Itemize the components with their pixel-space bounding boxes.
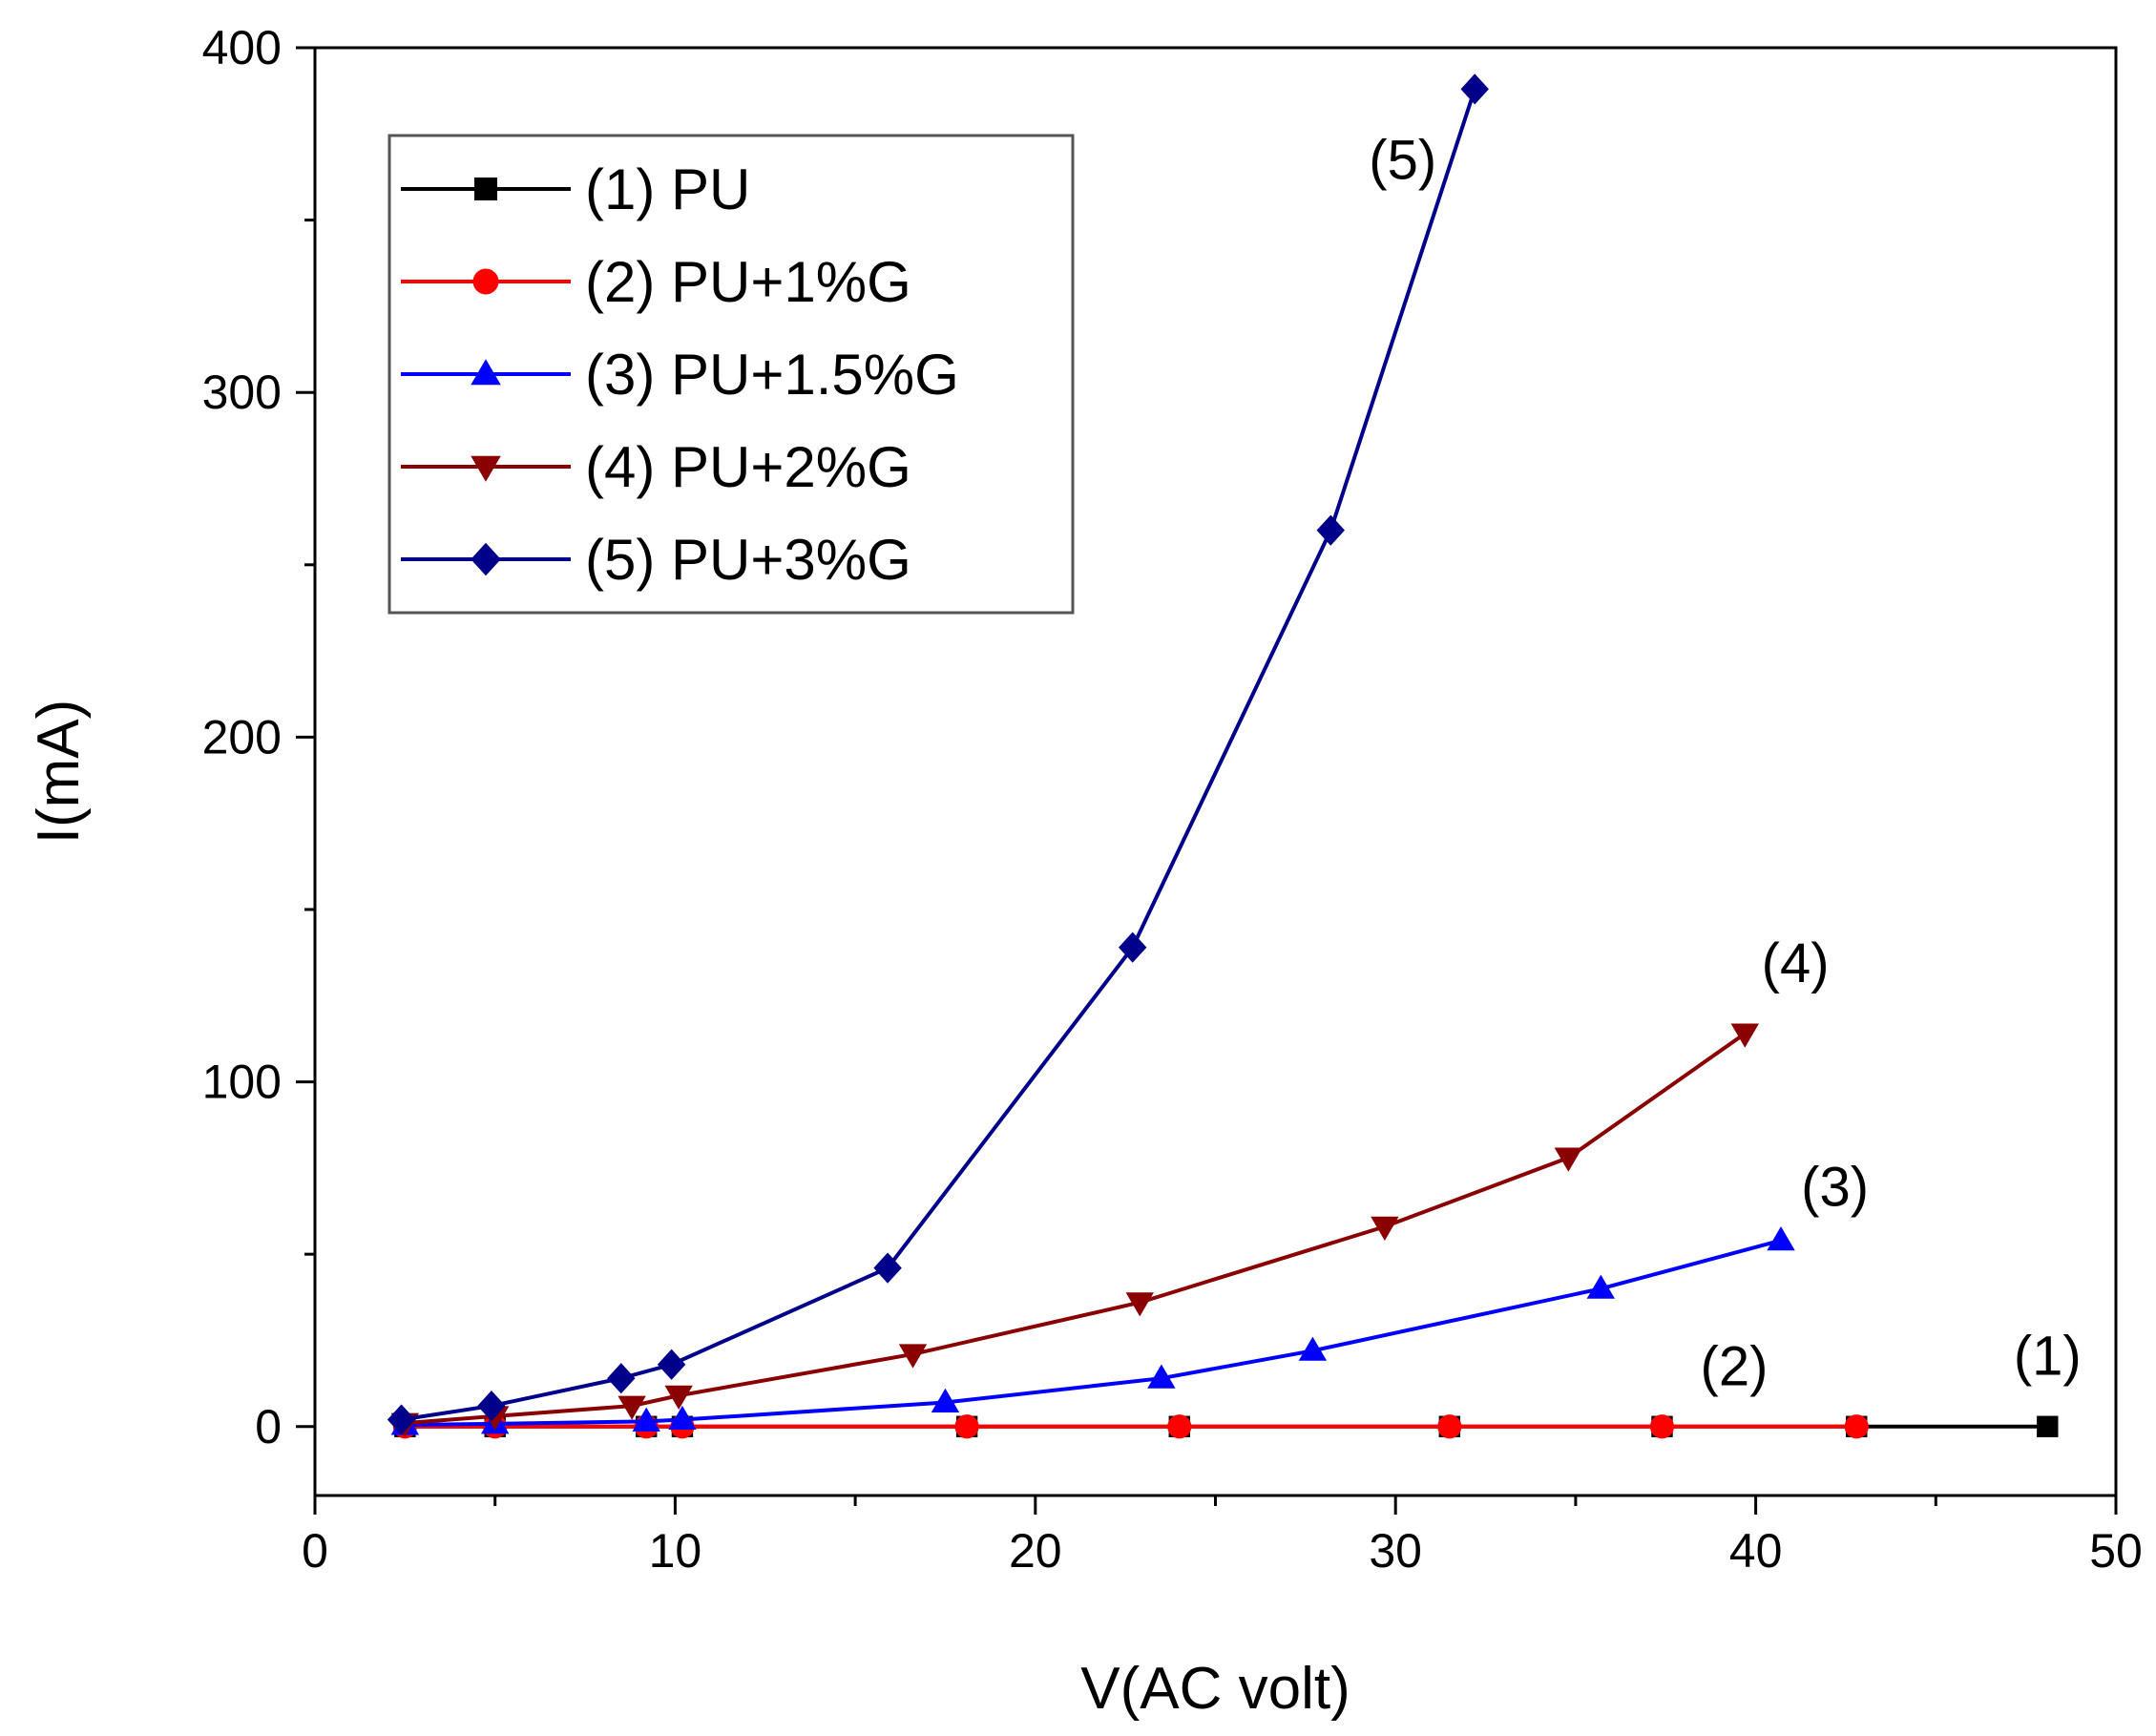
y-tick-label: 300 — [202, 366, 282, 419]
curve-label: (5) — [1369, 129, 1436, 191]
legend-label: (5) PU+3%G — [585, 528, 911, 592]
series-4 — [390, 1023, 1759, 1437]
data-point — [1371, 1216, 1399, 1241]
data-point — [1147, 1364, 1176, 1389]
series-5 — [387, 73, 1489, 1435]
curve-label: (1) — [2014, 1326, 2082, 1388]
legend-item: (3) PU+1.5%G — [401, 343, 959, 407]
series-2 — [392, 1414, 1869, 1439]
legend-marker — [471, 455, 501, 482]
series-line — [405, 1032, 1747, 1426]
legend-label: (1) PU — [585, 157, 750, 221]
y-tick-label: 200 — [202, 710, 282, 763]
legend-marker — [472, 268, 499, 295]
legend-item: (1) PU — [401, 157, 750, 221]
data-point — [2037, 1415, 2059, 1437]
data-point — [607, 1363, 636, 1394]
curve-label: (4) — [1762, 932, 1830, 994]
curve-labels: (1) (2) (3) (4) (5) — [1369, 129, 2081, 1397]
data-point — [1316, 514, 1345, 546]
x-tick-label: 50 — [2089, 1524, 2143, 1578]
x-tick-label: 10 — [649, 1524, 702, 1578]
y-tick-label: 400 — [202, 21, 282, 74]
data-point — [668, 1405, 697, 1431]
legend-label: (2) PU+1%G — [585, 250, 911, 314]
y-tick-label: 0 — [255, 1400, 282, 1454]
data-point — [1125, 1292, 1154, 1317]
data-point — [954, 1414, 979, 1439]
series-line — [405, 1238, 1782, 1427]
legend-marker — [471, 359, 501, 386]
series-3 — [390, 1226, 1795, 1435]
data-point — [657, 1349, 686, 1380]
data-point — [1460, 73, 1489, 105]
x-tick-label: 0 — [302, 1524, 328, 1578]
curve-label: (3) — [1801, 1157, 1869, 1219]
x-axis-title: V(AC volt) — [1080, 1656, 1350, 1722]
legend-item: (4) PU+2%G — [401, 435, 911, 499]
curve-label: (2) — [1701, 1335, 1769, 1397]
data-point — [1437, 1414, 1462, 1439]
x-tick-label: 30 — [1369, 1524, 1422, 1578]
legend-item: (2) PU+1%G — [401, 250, 911, 314]
y-axis-title: I(mA) — [26, 700, 92, 845]
legend-item: (5) PU+3%G — [401, 528, 911, 592]
data-point — [1118, 931, 1147, 963]
data-point — [1844, 1414, 1869, 1439]
data-point — [664, 1385, 693, 1410]
legend-marker — [471, 542, 501, 576]
data-point — [1298, 1336, 1328, 1361]
legend-marker — [474, 178, 497, 200]
x-tick-label: 40 — [1729, 1524, 1783, 1578]
data-point — [1730, 1023, 1759, 1048]
data-point — [1767, 1226, 1795, 1251]
data-point — [1586, 1274, 1616, 1299]
x-tick-label: 20 — [1009, 1524, 1062, 1578]
data-point — [898, 1344, 928, 1369]
data-point — [617, 1395, 646, 1420]
data-point — [1554, 1147, 1583, 1172]
data-point — [1649, 1414, 1675, 1439]
legend-label: (4) PU+2%G — [585, 435, 911, 499]
data-point — [477, 1390, 506, 1422]
data-point — [873, 1252, 902, 1284]
data-point — [387, 1404, 416, 1435]
series-line — [401, 88, 1477, 1422]
axes: 0 10 20 30 40 50 0 100 200 300 400 V(AC volt) I(mA) — [26, 21, 2143, 1722]
legend: (1) PU (2) PU+1%G (3) PU+1.5%G (4) PU+2%G (5… — [387, 134, 1075, 615]
data-point — [1167, 1414, 1192, 1439]
y-tick-label: 100 — [202, 1056, 282, 1109]
plot-series — [387, 73, 2059, 1439]
data-point — [931, 1388, 960, 1412]
data-point — [632, 1407, 660, 1432]
legend-label: (3) PU+1.5%G — [585, 343, 959, 407]
